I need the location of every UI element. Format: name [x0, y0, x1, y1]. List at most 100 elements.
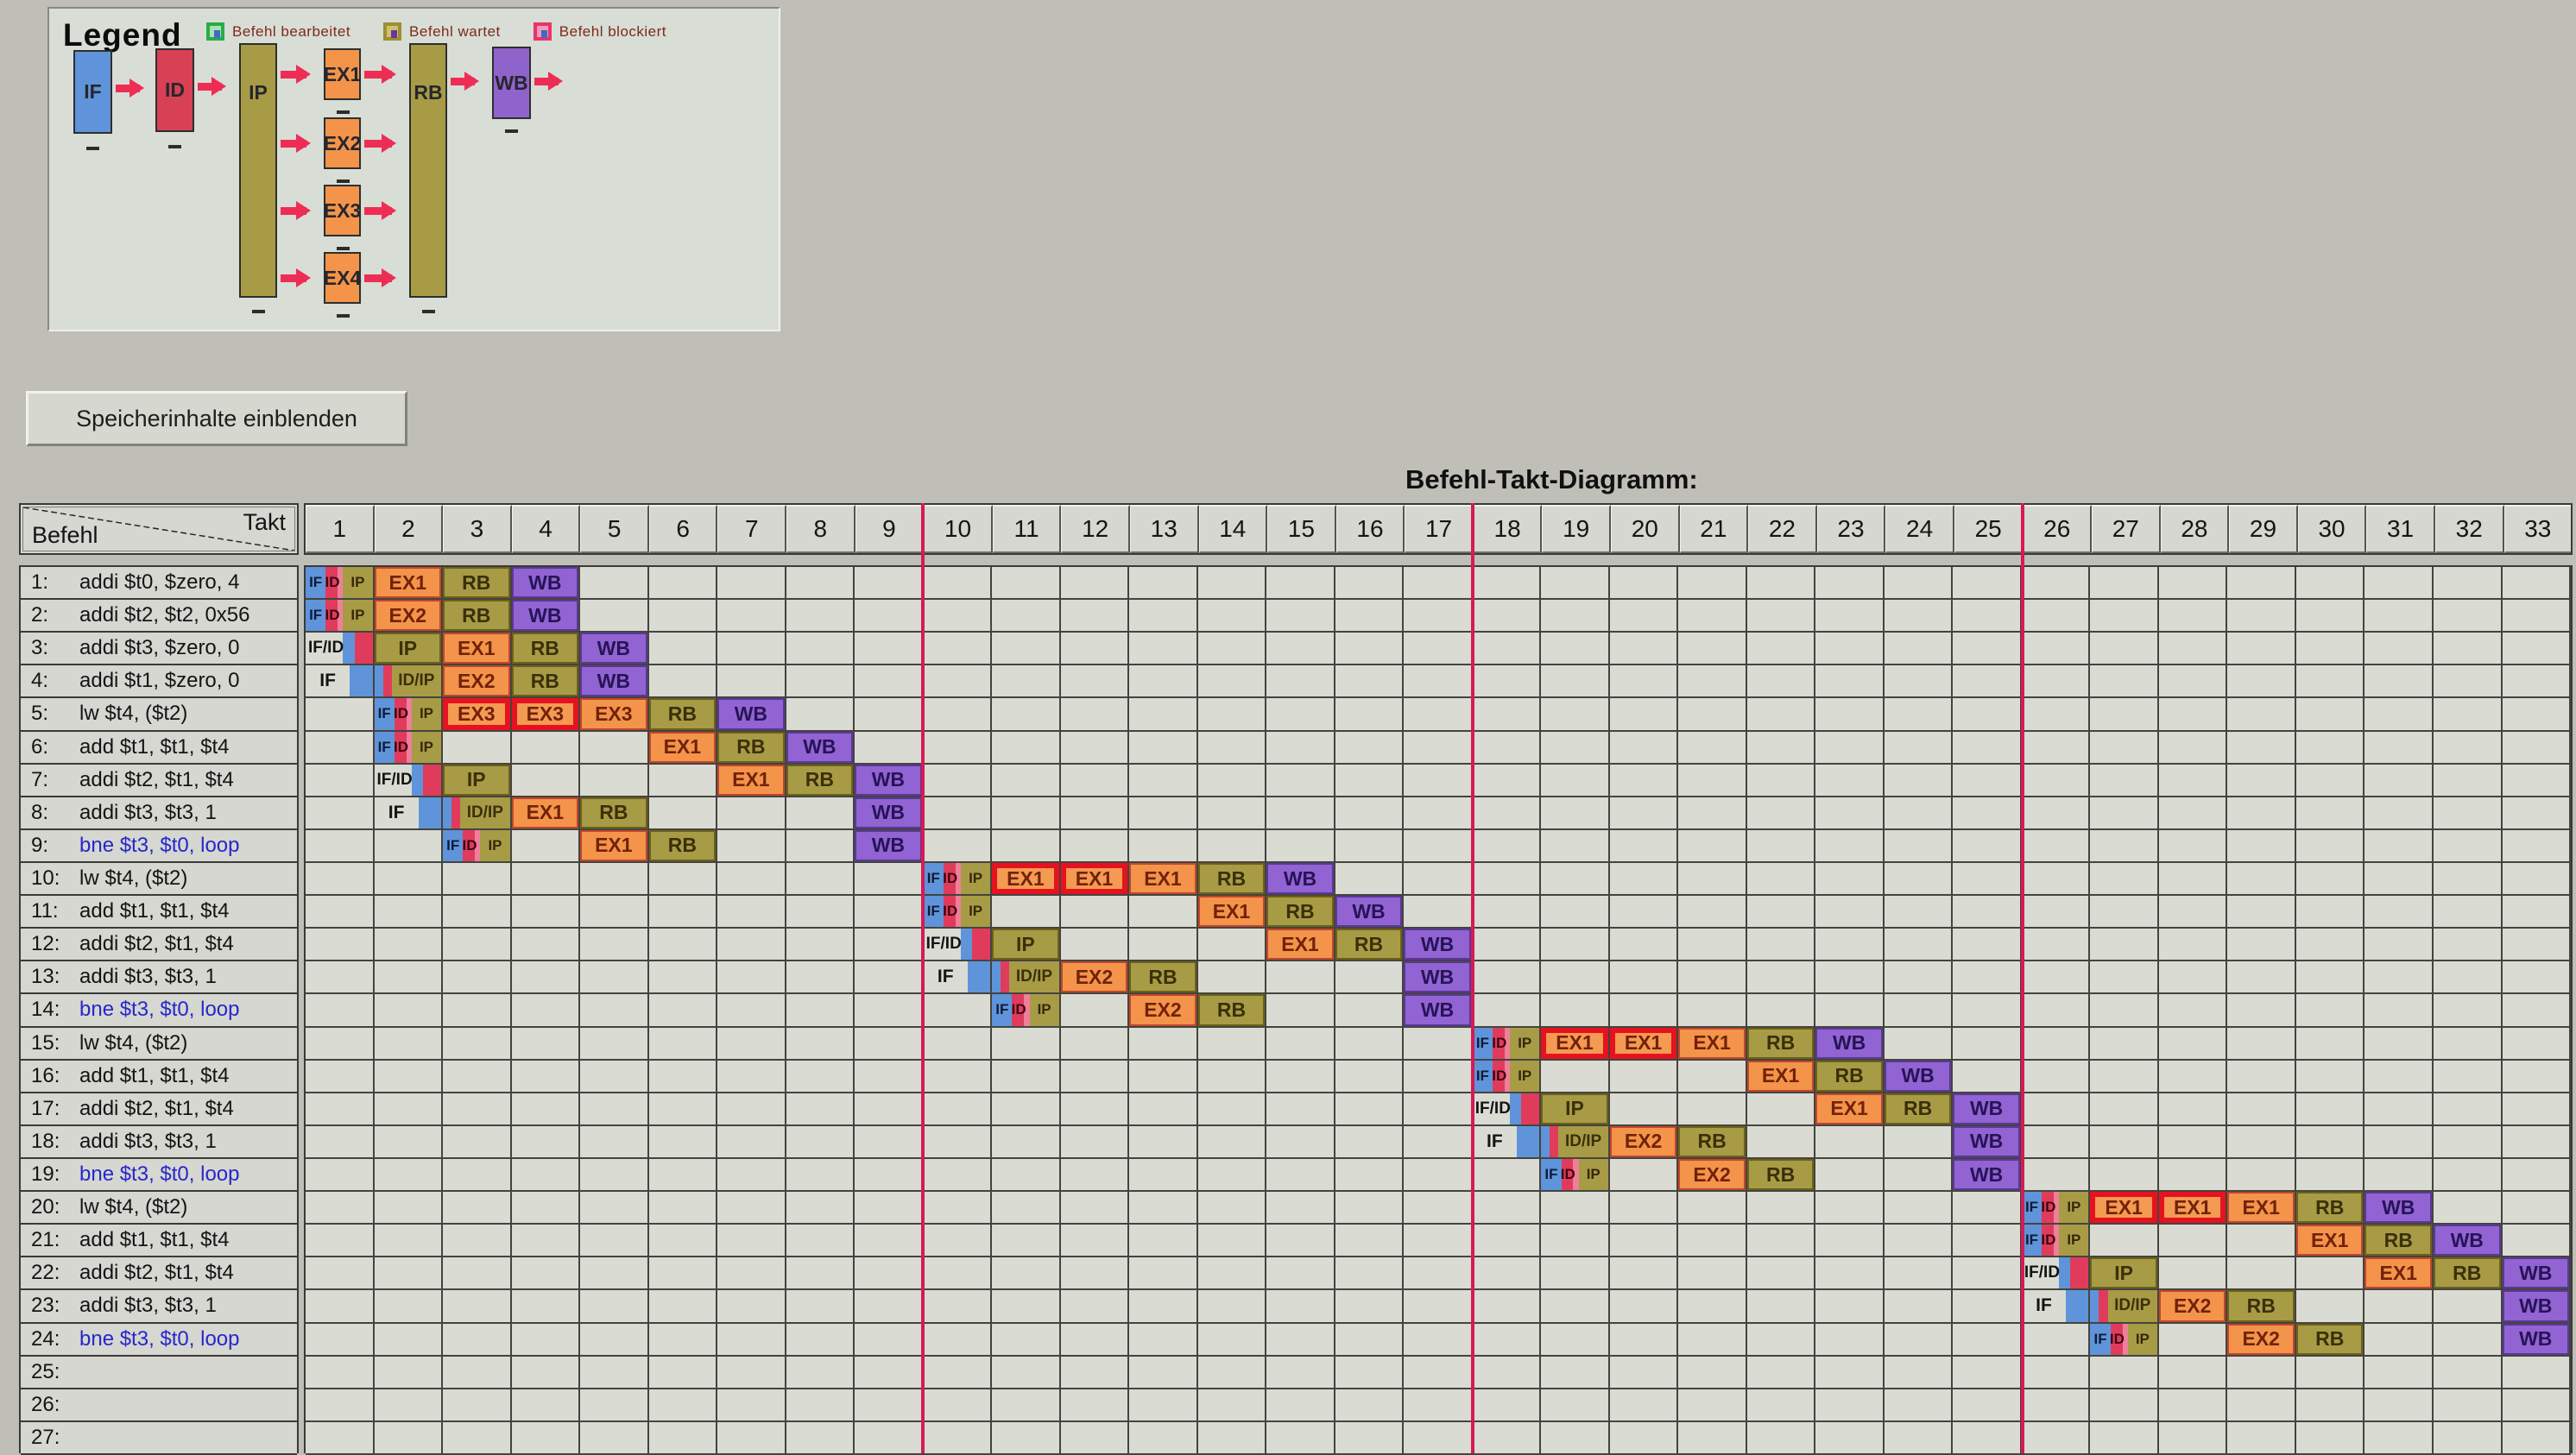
- instruction-row: 7: addi $t2, $t1, $t4: [21, 764, 297, 797]
- grid-row: IF ID IP EX1 EX1 EX1 RB WB: [306, 1192, 2572, 1225]
- grid-cell-empty: [786, 1356, 856, 1389]
- cycle-header-cell: 22: [1748, 505, 1817, 553]
- cycle-header-cell: 7: [717, 505, 787, 553]
- grid-cell-empty: [717, 1323, 786, 1357]
- flow-arrow-icon: [364, 268, 396, 287]
- grid-cell-empty: [1815, 797, 1885, 830]
- grid-cell-empty: [1884, 731, 1954, 765]
- grid-row: IF/ID IP EX1 RB WB: [306, 929, 2572, 962]
- cycle-header-cell: 30: [2297, 505, 2367, 553]
- grid-cell-empty: [580, 1421, 649, 1455]
- grid-cell-empty: [2502, 1027, 2572, 1061]
- stage-cell-label: IP: [350, 574, 365, 591]
- instruction-number: 24:: [31, 1326, 60, 1351]
- grid-cell-empty: [306, 961, 375, 995]
- grid-cell-empty: [1884, 994, 1954, 1028]
- stage-cell-ifid: IF/ID: [374, 764, 444, 797]
- grid-cell-empty: [648, 1257, 718, 1291]
- grid-cell-empty: [2021, 1027, 2091, 1061]
- grid-cell-empty: [1266, 633, 1335, 666]
- stage-band: [1009, 961, 1059, 993]
- stage-cell-rb: RB: [1129, 961, 1198, 995]
- grid-cell-empty: [1404, 1192, 1473, 1225]
- instruction-row: 16: add $t1, $t1, $t4: [21, 1060, 297, 1093]
- grid-cell-empty: [1060, 896, 1130, 929]
- stall-dash: [337, 314, 350, 318]
- grid-cell-empty: [2364, 896, 2434, 929]
- instruction-row: 2: addi $t2, $t2, 0x56: [21, 600, 297, 633]
- grid-cell-empty: [2433, 896, 2503, 929]
- grid-cell-empty: [1746, 1421, 1816, 1455]
- stage-band: [325, 567, 338, 599]
- instruction-text: addi $t3, $t3, 1: [79, 800, 217, 824]
- grid-cell-empty: [2295, 1389, 2365, 1422]
- stage-cell-label: EX2: [2242, 1327, 2280, 1351]
- grid-cell-empty: [2227, 1125, 2296, 1159]
- stage-cell-label: IF: [2024, 1231, 2039, 1249]
- grid-cell-empty: [2227, 1225, 2296, 1258]
- grid-cell-empty: [511, 1323, 581, 1357]
- grid-cell-empty: [1609, 600, 1679, 633]
- grid-cell-empty: [2364, 961, 2434, 995]
- grid-cell-empty: [992, 1027, 1061, 1061]
- cycle-header-cell: 29: [2229, 505, 2298, 553]
- stall-dash: [168, 145, 181, 148]
- instruction-row: 21: add $t1, $t1, $t4: [21, 1225, 297, 1258]
- grid-cell-empty: [2295, 698, 2365, 732]
- grid-cell-empty: [786, 862, 856, 897]
- grid-cell-empty: [511, 896, 581, 929]
- grid-cell-empty: [717, 1093, 786, 1126]
- stage-cell-label: IF: [2093, 1330, 2107, 1347]
- cycle-header-cell: 25: [1954, 505, 2024, 553]
- grid-cell-empty: [2227, 600, 2296, 633]
- stage-band: [354, 633, 373, 665]
- grid-cell-empty: [1746, 896, 1816, 929]
- stage-band: [2070, 1257, 2089, 1289]
- grid-cell-empty: [511, 1225, 581, 1258]
- grid-cell-empty: [648, 862, 718, 897]
- grid-cell-empty: [1129, 1421, 1198, 1455]
- grid-cell-empty: [786, 961, 856, 995]
- grid-cell-empty: [2021, 797, 2091, 830]
- stage-cell-label: EX1: [2242, 1195, 2280, 1219]
- stage-cell-label: EX1: [1556, 1031, 1594, 1055]
- stage-band: [1504, 1060, 1511, 1092]
- stage-band: [923, 862, 944, 895]
- grid-cell-empty: [1541, 567, 1610, 601]
- stage-cell-label: ID: [2041, 1199, 2056, 1216]
- grid-cell-empty: [1335, 1323, 1405, 1357]
- show-memory-button[interactable]: Speicherinhalte einblenden: [26, 391, 407, 446]
- stage-cell-ex: EX2: [1129, 994, 1198, 1028]
- cycle-header-cell: 16: [1335, 505, 1405, 553]
- grid-cell-empty: [1197, 633, 1267, 666]
- instruction-text: add $t1, $t1, $t4: [79, 734, 230, 759]
- grid-cell-empty: [2158, 1389, 2228, 1422]
- grid-row: IF ID IP EX3 EX3 EX3 RB WB: [306, 698, 2572, 732]
- grid-cell-empty: [648, 665, 718, 699]
- grid-cell-empty: [580, 731, 649, 765]
- grid-cell-empty: [1746, 862, 1816, 897]
- stage-cell-exb: EX3: [511, 698, 581, 732]
- grid-cell-empty: [1060, 1125, 1130, 1159]
- grid-cell-empty: [306, 1323, 375, 1357]
- grid-cell-empty: [2158, 797, 2228, 830]
- grid-cell-empty: [1678, 731, 1747, 765]
- grid-cell-empty: [1746, 1356, 1816, 1389]
- stage-cell-label: WB: [2519, 1294, 2553, 1317]
- stage-cell-label: EX2: [1144, 998, 1182, 1021]
- grid-cell-empty: [2433, 1027, 2503, 1061]
- cycle-header-cell: 3: [443, 505, 512, 553]
- grid-cell-empty: [1197, 698, 1267, 732]
- grid-cell-empty: [1060, 567, 1130, 601]
- grid-cell-empty: [2295, 797, 2365, 830]
- stage-cell-label: IF: [2024, 1199, 2039, 1216]
- grid-cell-empty: [2021, 1158, 2091, 1193]
- grid-cell-empty: [306, 731, 375, 765]
- grid-cell-empty: [2433, 665, 2503, 699]
- grid-cell-empty: [992, 1356, 1061, 1389]
- stage-cell-ip: IP: [992, 929, 1061, 962]
- grid-cell-empty: [2502, 567, 2572, 601]
- grid-cell-empty: [923, 994, 993, 1028]
- grid-row: IF ID/IP EX2 RB WB: [306, 961, 2572, 995]
- grid-cell-empty: [1541, 1356, 1610, 1389]
